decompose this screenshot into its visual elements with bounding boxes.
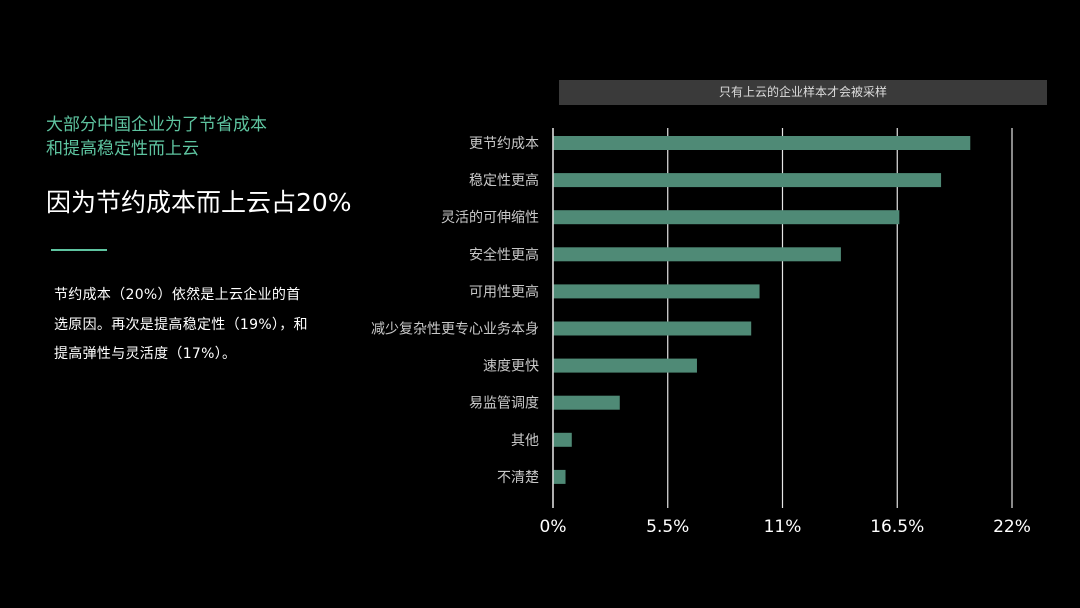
category-label: 不清楚	[497, 470, 539, 486]
category-label: 稳定性更高	[469, 172, 539, 189]
sample-note: 只有上云的企业样本才会被采样	[559, 80, 1047, 105]
category-label: 安全性更高	[469, 246, 539, 263]
category-label: 减少复杂性更专心业务本身	[371, 321, 539, 338]
category-label: 更节约成本	[469, 136, 539, 152]
summary-text: 节约成本（20%）依然是上云企业的首选原因。再次是提高稳定性（19%），和提高弹…	[54, 287, 308, 362]
bar	[553, 210, 900, 225]
x-tick-label: 16.5%	[870, 517, 924, 537]
bar	[553, 136, 971, 150]
bar	[553, 321, 752, 336]
x-tick-label: 0%	[540, 517, 567, 537]
summary-panel: 大部分中国企业为了节省成本 和提高稳定性而上云 因为节约成本而上云占20% 节约…	[0, 0, 400, 608]
bar	[553, 395, 620, 410]
subtitle-line-2: 和提高稳定性而上云	[46, 139, 199, 159]
bar	[553, 432, 572, 447]
bar	[553, 247, 841, 262]
x-tick-label: 22%	[993, 517, 1031, 537]
x-tick-label: 11%	[764, 517, 802, 537]
accent-divider	[51, 249, 107, 251]
bar	[553, 173, 942, 188]
category-label: 速度更快	[483, 359, 539, 375]
headline: 因为节约成本而上云占20%	[46, 188, 352, 217]
bar	[553, 284, 760, 299]
category-label: 灵活的可伸缩性	[441, 210, 539, 226]
x-tick-label: 5.5%	[646, 517, 689, 537]
category-label: 其他	[511, 433, 539, 449]
subtitle-line-1: 大部分中国企业为了节省成本	[46, 115, 267, 135]
category-label: 易监管调度	[469, 396, 539, 412]
bar	[553, 358, 697, 373]
category-label: 可用性更高	[469, 283, 539, 300]
subtitle: 大部分中国企业为了节省成本 和提高稳定性而上云	[46, 113, 346, 161]
bar	[553, 469, 566, 484]
